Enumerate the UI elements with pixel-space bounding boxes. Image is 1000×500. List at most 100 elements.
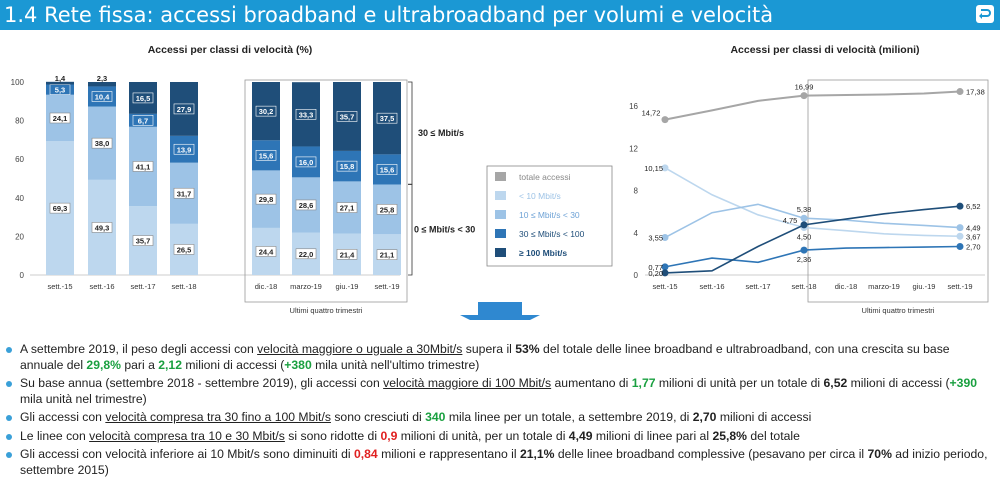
bullet-text: mila linee per un totale, a settembre 20… <box>445 410 693 424</box>
series-point <box>661 164 669 172</box>
data-label: 1,4 <box>55 74 66 83</box>
data-label: 4,49 <box>966 224 981 233</box>
bullet-text: Le linee con <box>20 428 90 443</box>
y-tick-label: 4 <box>634 229 639 238</box>
legend-entry: ≥ 100 Mbit/s <box>519 248 567 258</box>
bullet-text: 4,49 <box>568 428 593 443</box>
data-label: 21,4 <box>340 250 355 259</box>
series-point <box>800 246 808 254</box>
bullet-text: sono cresciuti di <box>330 410 426 424</box>
data-label: 15,6 <box>259 151 274 160</box>
data-label: 3,55 <box>648 234 663 243</box>
bullet-item: Le linee con velocità compresa tra 10 e … <box>6 429 996 445</box>
bullet-text: milioni di accessi <box>716 410 812 424</box>
data-label-box <box>295 109 317 120</box>
x-tick-label: sett.-15 <box>47 282 72 291</box>
bullet-text: 6,52 <box>823 376 848 390</box>
data-label: 24,1 <box>53 114 68 123</box>
data-label: 4,75 <box>783 216 798 225</box>
data-label: 15,6 <box>380 165 395 174</box>
data-label: 37,5 <box>380 114 395 123</box>
data-label-box <box>49 202 71 214</box>
y-tick-label: 8 <box>634 187 639 196</box>
data-label-box <box>173 244 195 255</box>
bar-chart-title: Accessi per classi di velocità (%) <box>148 44 313 56</box>
bullet-dot-icon <box>6 347 12 353</box>
data-label: 27,1 <box>340 204 355 213</box>
data-label: 17,38 <box>966 88 985 97</box>
data-label-box <box>255 193 277 205</box>
series-point <box>956 224 964 232</box>
data-label-box <box>295 199 317 211</box>
series-point <box>800 221 808 229</box>
data-label-box <box>91 91 113 102</box>
x-tick-label: dic.-18 <box>835 282 858 291</box>
bullet-item: A settembre 2019, il peso degli accessi … <box>6 342 996 373</box>
bracket-lower <box>408 183 413 276</box>
data-label: 2,36 <box>797 255 812 264</box>
data-label: 25,8 <box>380 205 395 214</box>
x-axis-label: Ultimi quattro trimestri <box>290 306 363 315</box>
bar-segment <box>88 82 116 87</box>
data-label-box <box>173 103 195 115</box>
bullet-text: milioni e rappresentano il <box>377 447 520 461</box>
series-point <box>661 116 669 124</box>
bullet-text: 340 <box>425 410 446 424</box>
series-point <box>956 243 964 250</box>
legend-box <box>486 165 613 267</box>
bracket-label: 30 ≤ Mbit/s <box>418 128 464 138</box>
bullet-text: 53% <box>515 342 540 356</box>
return-arrow-icon <box>979 9 991 19</box>
data-label-box <box>336 202 358 213</box>
series-point <box>956 232 964 240</box>
y-tick-label: 12 <box>629 144 638 153</box>
series-line <box>664 205 961 274</box>
data-label: 49,3 <box>95 223 110 232</box>
x-tick-label: marzo-19 <box>868 282 900 291</box>
data-label-box <box>336 249 358 260</box>
data-label-box <box>376 249 398 260</box>
data-label-box <box>255 105 277 117</box>
bullet-item: Gli accessi con velocità compresa tra 30… <box>6 410 996 426</box>
data-label-box <box>49 84 71 95</box>
y-tick-label: 80 <box>15 117 24 126</box>
data-label: 27,9 <box>177 105 192 114</box>
data-label: 15,8 <box>340 162 355 171</box>
bullet-dot-icon <box>6 433 12 440</box>
bullet-text: 0,84 <box>353 447 378 461</box>
series-point <box>800 214 808 222</box>
y-tick-label: 40 <box>15 194 24 203</box>
data-label: 30,2 <box>259 107 274 116</box>
bullet-text: Gli accessi con velocità inferiore ai 10… <box>20 447 354 461</box>
series-point <box>661 234 669 242</box>
series-point <box>956 88 964 96</box>
data-label: 4,50 <box>797 233 812 242</box>
bullet-text: 2,70 <box>692 410 717 424</box>
bullet-text: velocità maggiore o uguale a 30Mbit/s <box>257 342 463 356</box>
data-label: 0,20 <box>648 269 663 278</box>
bullet-text: mila unità nell'ultimo trimestre) <box>311 357 480 372</box>
data-label: 6,7 <box>138 116 148 125</box>
data-label: 21,1 <box>380 251 395 260</box>
x-tick-label: sett.-17 <box>130 282 155 291</box>
data-label: 35,7 <box>136 237 151 246</box>
bullet-text: mila unità nel trimestre) <box>20 391 147 406</box>
x-tick-label: giu.-19 <box>913 282 936 291</box>
data-label-box <box>255 150 277 161</box>
back-button[interactable] <box>976 5 994 23</box>
bullet-text: del totale <box>747 428 800 443</box>
bullet-text: 70% <box>867 447 892 461</box>
bullet-text: aumentano di <box>551 376 632 390</box>
bullet-text: A settembre 2019, il peso degli accessi … <box>20 342 258 356</box>
legend-entry: < 10 Mbit/s <box>519 191 561 201</box>
data-label: 13,9 <box>177 145 192 154</box>
data-label-box <box>295 248 317 260</box>
data-label-box <box>91 222 113 233</box>
y-tick-label: 16 <box>629 102 638 111</box>
series-line <box>664 167 961 238</box>
data-label: 29,8 <box>259 195 274 204</box>
bullet-text: Gli accessi con <box>20 410 106 424</box>
series-line <box>664 90 961 121</box>
data-label-box <box>376 164 398 175</box>
bullet-text: +390 <box>949 376 977 390</box>
